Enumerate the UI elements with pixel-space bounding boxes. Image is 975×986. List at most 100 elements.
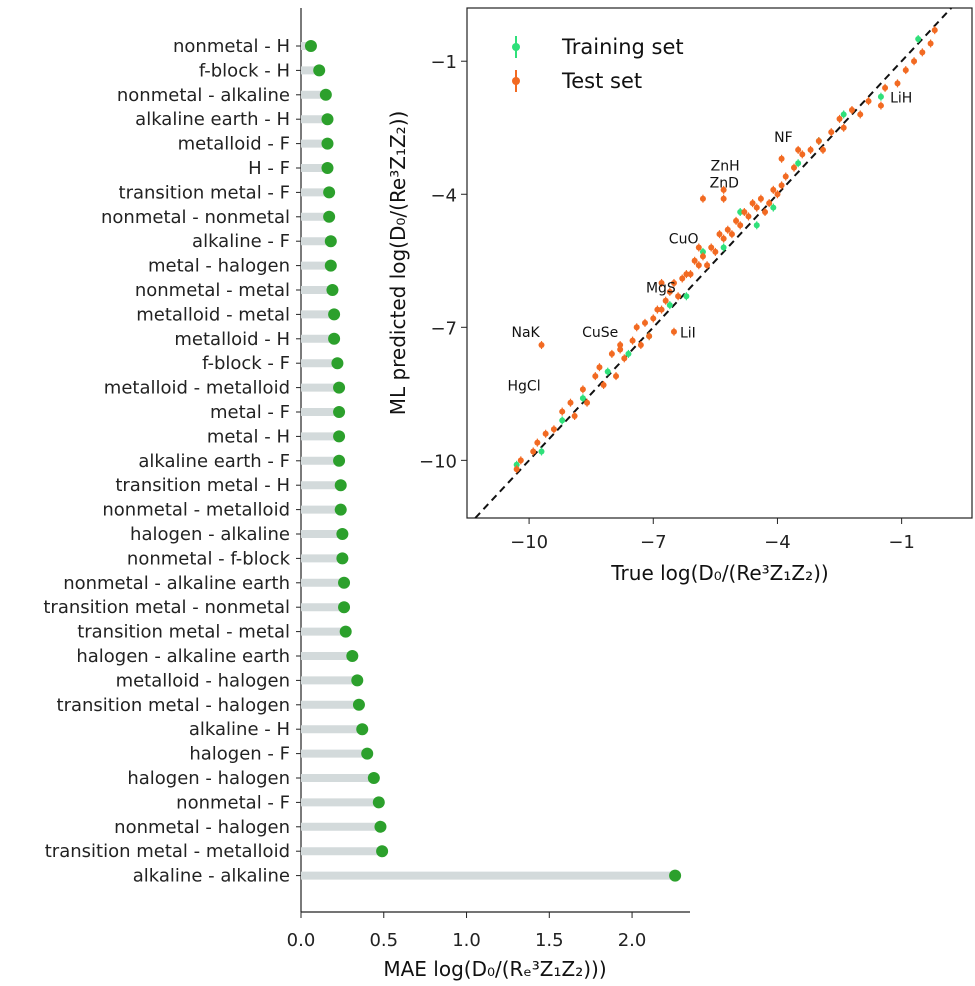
- test-point: [766, 200, 773, 207]
- point-annotation: CuO: [669, 231, 699, 247]
- lollipop-dot: [367, 772, 380, 784]
- training-point: [683, 293, 690, 300]
- lollipop-dot: [328, 308, 341, 321]
- test-point: [600, 381, 607, 388]
- training-point: [753, 222, 760, 229]
- x-tick-label: 1.0: [452, 930, 481, 951]
- point-annotation: LiI: [680, 326, 696, 342]
- test-point: [687, 271, 694, 278]
- lollipop-dot: [356, 723, 369, 736]
- training-point: [538, 448, 545, 455]
- training-point: [877, 93, 884, 100]
- category-label: transition metal - halogen: [57, 695, 290, 716]
- point-annotation: HgCl: [508, 378, 541, 394]
- test-point: [650, 315, 657, 322]
- lollipop-dot: [313, 64, 326, 77]
- training-point: [625, 350, 632, 357]
- lollipop-dot: [321, 162, 334, 174]
- test-point: [691, 257, 698, 264]
- test-point: [778, 182, 785, 189]
- lollipop-dot: [376, 845, 389, 858]
- category-label: nonmetal - halogen: [114, 817, 290, 838]
- test-point: [877, 102, 884, 109]
- left-x-axis-label: MAE log(D₀/(Rₑ³Z₁Z₂))): [383, 957, 606, 981]
- test-point: [927, 40, 934, 47]
- lollipop-dot: [336, 552, 349, 565]
- legend-test-marker: [512, 77, 520, 85]
- test-point: [857, 111, 864, 118]
- training-point: [699, 248, 706, 255]
- test-point: [807, 146, 814, 153]
- test-point: [708, 244, 715, 251]
- legend-train-marker: [512, 43, 520, 51]
- x-tick-label: 0.0: [287, 930, 316, 951]
- training-point: [666, 302, 673, 309]
- lollipop-dot: [372, 796, 385, 809]
- lollipop-dot: [336, 528, 349, 540]
- test-point: [716, 231, 723, 238]
- test-point: [679, 275, 686, 282]
- category-label: metal - H: [207, 426, 290, 447]
- category-label: transition metal - F: [119, 182, 290, 203]
- lollipop-dot: [326, 284, 339, 296]
- test-point: [683, 271, 690, 278]
- test-point: [828, 129, 835, 136]
- test-point: [658, 306, 665, 313]
- lollipop-dot: [331, 357, 344, 370]
- test-point: [733, 217, 740, 224]
- test-point: [791, 164, 798, 171]
- lollipop-dot: [334, 479, 347, 492]
- x-tick-label: 2.0: [618, 930, 647, 951]
- category-label: alkaline earth - H: [135, 109, 290, 130]
- test-point: [699, 195, 706, 202]
- test-point: [848, 107, 855, 113]
- test-point: [559, 408, 566, 415]
- category-label: f-block - H: [199, 60, 290, 81]
- identity-line: [474, 7, 953, 519]
- lollipop-dot: [334, 503, 347, 516]
- category-label: f-block - F: [202, 353, 290, 374]
- category-labels: nonmetal - H f-block - H nonmetal - alkali…: [43, 36, 301, 887]
- training-point: [795, 160, 802, 167]
- category-label: nonmetal - alkaline: [117, 85, 290, 106]
- category-label: transition metal - H: [115, 475, 290, 496]
- test-point: [911, 58, 918, 65]
- scatter-chart: −10 −7 −4 −1 −1 −4 −7 −10 NaK HgCl CuSe LiI MgS CuO…: [386, 7, 973, 585]
- category-label: nonmetal - H: [173, 36, 290, 57]
- test-point: [538, 342, 545, 349]
- lollipop-dot: [346, 650, 359, 662]
- scatter-x-axis-label: True log(D₀/(Re³Z₁Z₂)): [610, 561, 828, 585]
- lollipop-dot: [374, 820, 387, 833]
- lollipop-dot: [339, 625, 352, 638]
- test-point: [621, 355, 628, 362]
- test-point: [836, 115, 843, 122]
- training-point: [604, 368, 611, 375]
- test-point: [919, 49, 926, 56]
- test-point: [931, 27, 938, 34]
- test-point: [641, 319, 648, 326]
- category-label: transition metal - metal: [77, 622, 290, 643]
- scatter-y-tick-label: −7: [430, 318, 457, 339]
- category-label: metalloid - F: [178, 134, 290, 155]
- category-label: transition metal - nonmetal: [43, 597, 290, 618]
- point-annotation: NaK: [512, 325, 541, 341]
- point-annotation: NF: [774, 130, 793, 146]
- x-ticks: 0.0 0.5 1.0 1.5 2.0: [287, 912, 647, 951]
- lollipop-chart: nonmetal - H f-block - H nonmetal - alkali…: [43, 8, 690, 981]
- lollipop-dot: [323, 210, 336, 223]
- test-point: [720, 195, 727, 202]
- category-label: metal - halogen: [148, 256, 290, 277]
- test-point: [819, 146, 826, 153]
- test-point: [654, 306, 661, 313]
- test-point: [882, 84, 889, 91]
- scatter-points: [513, 26, 938, 474]
- category-label: nonmetal - metal: [135, 280, 290, 301]
- test-point: [795, 146, 802, 153]
- lollipop-dot: [351, 674, 364, 687]
- test-point: [815, 138, 822, 145]
- point-annotation: MgS: [646, 280, 676, 296]
- test-point: [617, 342, 624, 349]
- test-point: [534, 439, 541, 446]
